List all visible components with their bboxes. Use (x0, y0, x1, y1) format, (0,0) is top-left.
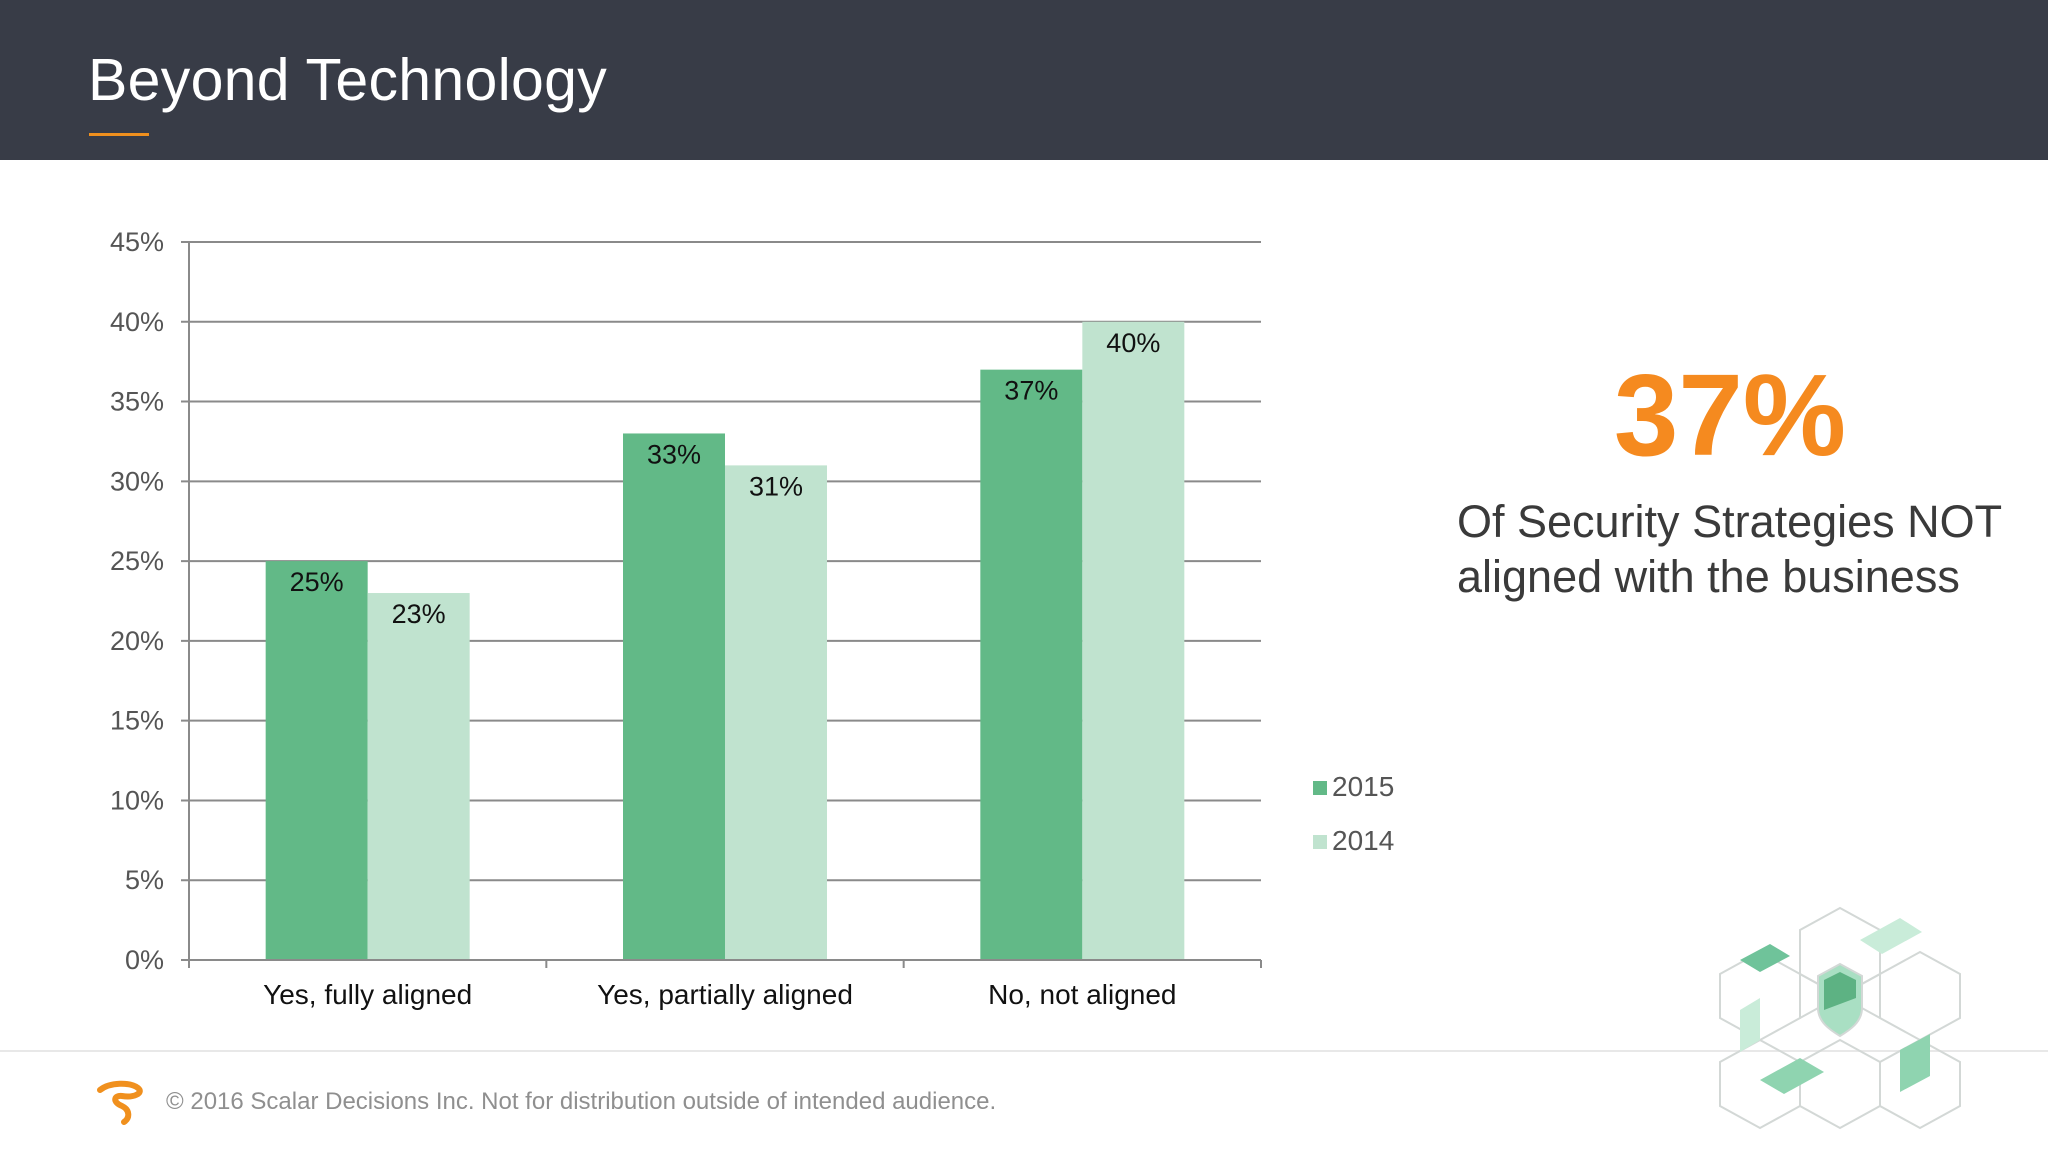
page-title: Beyond Technology (88, 47, 608, 113)
y-tick-label: 0% (125, 945, 164, 975)
title-underline (89, 133, 149, 136)
bar-data-label: 37% (1004, 376, 1058, 406)
legend-swatch (1313, 835, 1327, 849)
bar (980, 369, 1083, 961)
bar (623, 433, 725, 960)
bar-data-label: 25% (290, 567, 344, 597)
bar-data-label: 40% (1106, 328, 1160, 358)
y-tick-label: 20% (110, 626, 164, 656)
bar-data-label: 23% (392, 599, 446, 629)
bar (367, 593, 470, 960)
footer-copyright: © 2016 Scalar Decisions Inc. Not for dis… (166, 1088, 997, 1115)
stat-caption: Of Security Strategies NOT aligned with … (1457, 494, 2027, 604)
bar (725, 465, 827, 960)
legend-swatch (1313, 781, 1327, 795)
stat-caption-line-1: Of Security Strategies NOT (1457, 496, 2003, 547)
x-category-label: Yes, partially aligned (597, 979, 853, 1010)
stat-caption-line-2: aligned with the business (1457, 551, 1960, 602)
y-tick-label: 35% (110, 387, 164, 417)
bar (1082, 321, 1185, 960)
x-category-label: No, not aligned (988, 979, 1176, 1010)
security-cubes-icon (1719, 906, 1961, 1130)
bar-data-label: 31% (749, 471, 803, 501)
footer-divider (0, 1050, 2048, 1052)
scalar-logo-icon (97, 1080, 143, 1125)
y-tick-label: 30% (110, 466, 164, 496)
x-category-label: Yes, fully aligned (263, 979, 472, 1010)
y-tick-label: 10% (110, 785, 164, 815)
legend-label: 2014 (1332, 825, 1394, 856)
highlight-stat: 37% (1613, 350, 1847, 480)
y-tick-label: 25% (110, 546, 164, 576)
y-tick-label: 5% (125, 865, 164, 895)
legend-label: 2015 (1332, 771, 1394, 802)
y-tick-label: 45% (110, 227, 164, 257)
bar (265, 561, 368, 960)
y-tick-label: 15% (110, 706, 164, 736)
y-tick-label: 40% (110, 307, 164, 337)
bar-data-label: 33% (647, 439, 701, 469)
header-bar: Beyond Technology (0, 0, 2048, 160)
